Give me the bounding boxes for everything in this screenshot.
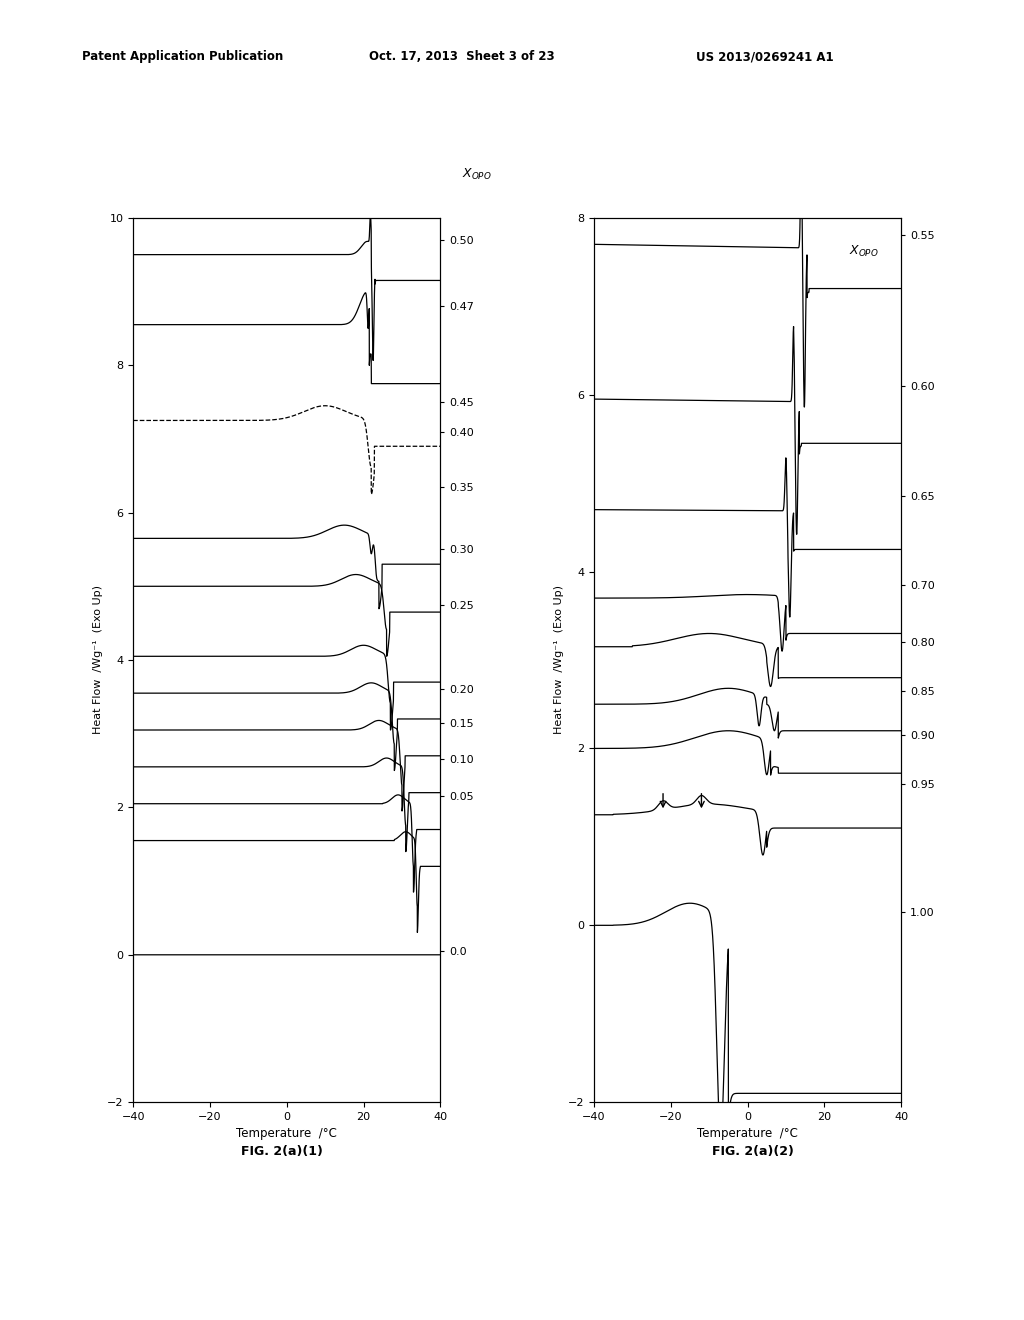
X-axis label: Temperature  /°C: Temperature /°C (237, 1127, 337, 1140)
Y-axis label: Heat Flow  /Wg⁻¹  (Exo Up): Heat Flow /Wg⁻¹ (Exo Up) (93, 586, 102, 734)
Text: FIG. 2(a)(1): FIG. 2(a)(1) (241, 1144, 323, 1158)
Text: $X_{OPO}$: $X_{OPO}$ (849, 244, 880, 260)
Text: US 2013/0269241 A1: US 2013/0269241 A1 (696, 50, 834, 63)
Text: Patent Application Publication: Patent Application Publication (82, 50, 284, 63)
X-axis label: Temperature  /°C: Temperature /°C (697, 1127, 798, 1140)
Text: Oct. 17, 2013  Sheet 3 of 23: Oct. 17, 2013 Sheet 3 of 23 (369, 50, 554, 63)
Text: $X_{OPO}$: $X_{OPO}$ (462, 168, 493, 182)
Y-axis label: Heat Flow  /Wg⁻¹  (Exo Up): Heat Flow /Wg⁻¹ (Exo Up) (554, 586, 563, 734)
Text: FIG. 2(a)(2): FIG. 2(a)(2) (712, 1144, 794, 1158)
